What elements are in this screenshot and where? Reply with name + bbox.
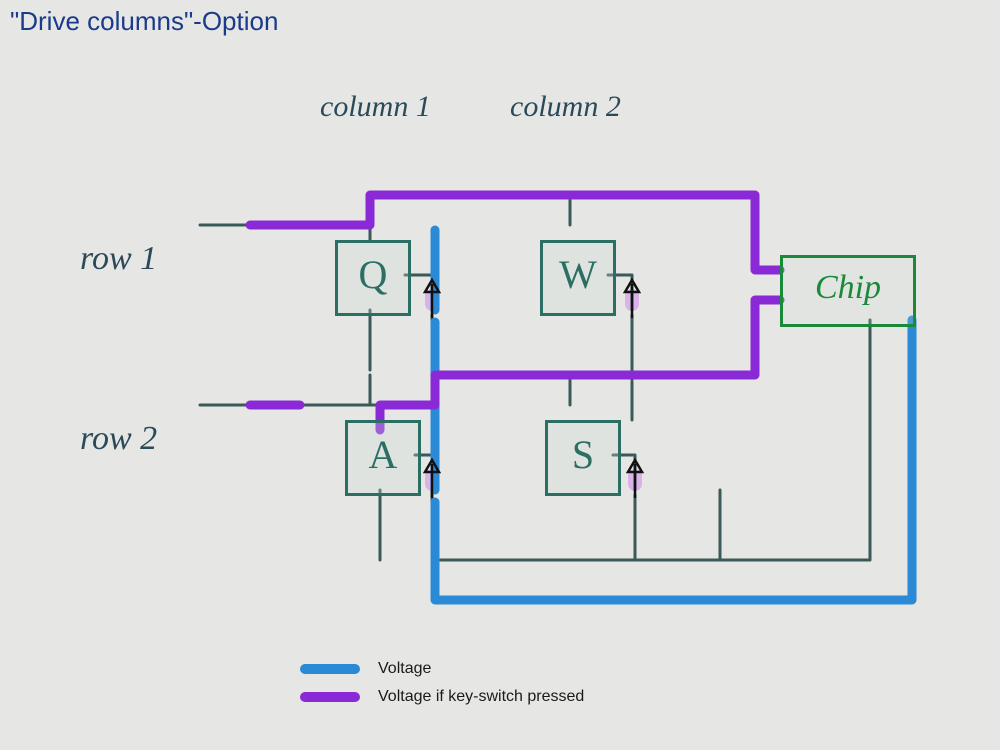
diagram-stage: { "title": "\"Drive columns\"-Option", "… bbox=[0, 0, 1000, 750]
row-2-label: row 2 bbox=[80, 420, 157, 458]
column-1-label: column 1 bbox=[320, 90, 431, 124]
legend-voltage-pressed: Voltage if key-switch pressed bbox=[300, 688, 584, 706]
column-2-label: column 2 bbox=[510, 90, 621, 124]
key-a: A bbox=[345, 420, 421, 496]
legend-voltage-pressed-label: Voltage if key-switch pressed bbox=[378, 688, 584, 706]
page-title: "Drive columns"-Option bbox=[10, 6, 278, 37]
diode-pad bbox=[425, 289, 439, 311]
key-s: S bbox=[545, 420, 621, 496]
wiring-svg bbox=[0, 0, 1000, 750]
legend-voltage: Voltage bbox=[300, 660, 584, 678]
legend-swatch-pressed bbox=[300, 692, 360, 702]
legend-swatch-voltage bbox=[300, 664, 360, 674]
key-w: W bbox=[540, 240, 616, 316]
row-1-label: row 1 bbox=[80, 240, 157, 278]
legend: Voltage Voltage if key-switch pressed bbox=[300, 660, 584, 716]
diode-pad bbox=[425, 469, 439, 491]
chip-box: Chip bbox=[780, 255, 916, 327]
diode-pad bbox=[625, 289, 639, 311]
key-q: Q bbox=[335, 240, 411, 316]
diode-pad bbox=[628, 469, 642, 491]
legend-voltage-label: Voltage bbox=[378, 660, 431, 678]
